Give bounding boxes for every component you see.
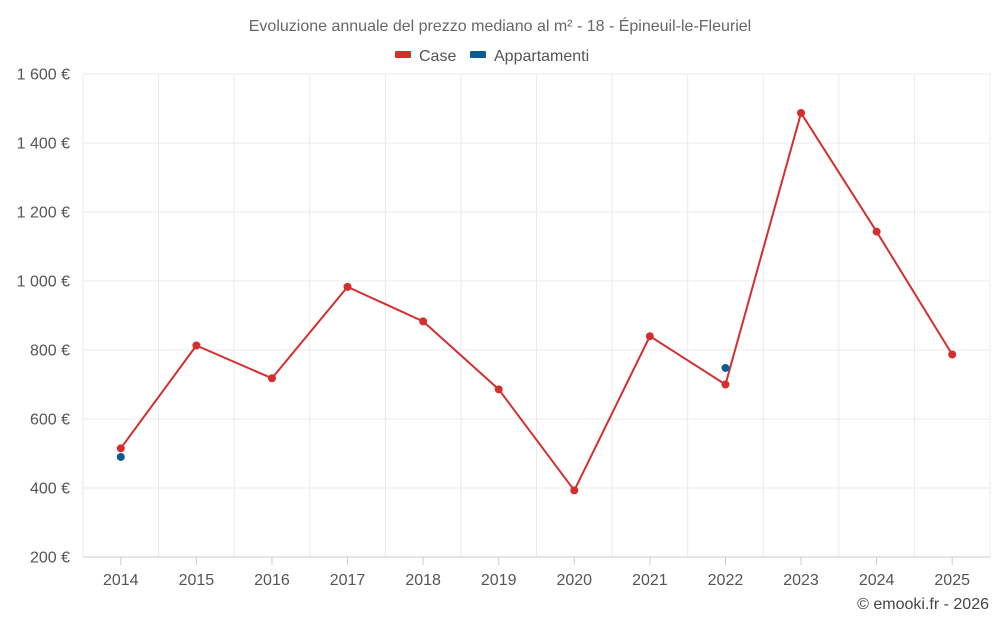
x-tick-label: 2021 xyxy=(632,572,668,589)
series-line-case xyxy=(119,111,954,492)
data-point-case[interactable] xyxy=(343,282,352,291)
chart-title: Evoluzione annuale del prezzo mediano al… xyxy=(249,16,751,35)
y-tick-label: 400 € xyxy=(30,481,70,498)
y-tick-label: 1 400 € xyxy=(17,136,70,153)
legend: Case Appartamenti xyxy=(395,48,589,65)
data-point-case[interactable] xyxy=(872,227,881,236)
x-tick-label: 2020 xyxy=(556,572,592,589)
legend-swatch-appartamenti xyxy=(470,51,486,58)
x-tick-label: 2024 xyxy=(859,572,895,589)
legend-item-case[interactable]: Case xyxy=(395,48,456,65)
data-point-appartamenti[interactable] xyxy=(116,452,125,461)
y-axis: 200 € 400 € 600 € 800 € 1 000 € 1 200 € 1 400 … xyxy=(17,67,70,567)
series-appartamenti xyxy=(116,363,730,461)
data-point-case[interactable] xyxy=(645,332,654,341)
x-tick-label: 2023 xyxy=(783,572,819,589)
credit-text: © emooki.fr - 2026 xyxy=(857,596,989,613)
data-point-appartamenti[interactable] xyxy=(721,363,730,372)
x-tick-label: 2017 xyxy=(330,572,366,589)
data-point-case[interactable] xyxy=(721,380,730,389)
x-tick-label: 2014 xyxy=(103,572,139,589)
data-point-case[interactable] xyxy=(948,350,957,359)
x-tick-label: 2019 xyxy=(481,572,517,589)
y-tick-label: 1 200 € xyxy=(17,205,70,222)
data-point-case[interactable] xyxy=(116,444,125,453)
x-tick-label: 2025 xyxy=(934,572,970,589)
y-tick-label: 800 € xyxy=(30,343,70,360)
legend-label-appartamenti: Appartamenti xyxy=(494,48,589,65)
legend-item-appartamenti[interactable]: Appartamenti xyxy=(470,48,589,65)
legend-label-case: Case xyxy=(419,48,456,65)
y-tick-label: 200 € xyxy=(30,550,70,567)
x-tick-label: 2022 xyxy=(708,572,744,589)
data-point-case[interactable] xyxy=(494,385,503,394)
data-point-case[interactable] xyxy=(267,374,276,383)
legend-swatch-case xyxy=(395,51,411,58)
y-tick-label: 600 € xyxy=(30,412,70,429)
grid xyxy=(82,73,991,557)
y-tick-label: 1 600 € xyxy=(17,67,70,84)
x-tick-label: 2016 xyxy=(254,572,290,589)
x-axis: 2014 2015 2016 2017 2018 2019 2020 2021 2022 2023… xyxy=(83,556,990,589)
series-case xyxy=(116,108,957,495)
y-tick-label: 1 000 € xyxy=(17,274,70,291)
x-tick-label: 2015 xyxy=(179,572,215,589)
series xyxy=(116,108,957,495)
data-point-case[interactable] xyxy=(192,341,201,350)
data-point-case[interactable] xyxy=(797,108,806,117)
data-point-case[interactable] xyxy=(570,486,579,495)
x-tick-label: 2018 xyxy=(405,572,441,589)
data-point-case[interactable] xyxy=(419,317,428,326)
